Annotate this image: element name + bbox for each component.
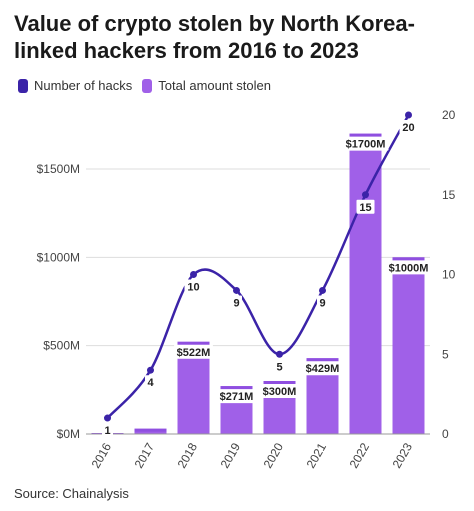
- bar-label-bg: [260, 384, 299, 398]
- chart-title: Value of crypto stolen by North Korea-li…: [14, 11, 415, 63]
- x-tick-label: 2017: [132, 440, 158, 470]
- x-tick-label: 2018: [175, 440, 201, 470]
- bar-data-label: $271M: [220, 391, 254, 403]
- y-right-tick-label: 20: [442, 108, 456, 122]
- y-left-tick-label: $1000M: [37, 250, 80, 264]
- x-tick-label: 2022: [347, 440, 373, 470]
- point-data-label: 20: [402, 122, 414, 134]
- point-data-label: 9: [319, 297, 325, 309]
- bar-data-label: $300M: [263, 386, 297, 398]
- x-tick-label: 2019: [218, 440, 244, 470]
- point-label-bg: [102, 423, 113, 438]
- bar-data-label: $429M: [306, 363, 340, 375]
- point-data-label: 4: [147, 377, 154, 389]
- legend-label-amount: Total amount stolen: [158, 78, 271, 93]
- point-data-label: 1: [104, 425, 110, 437]
- hacks-point: [147, 366, 154, 374]
- hacks-point: [319, 286, 326, 294]
- legend-swatch-bar: [142, 78, 153, 93]
- hacks-point: [233, 286, 240, 294]
- source-note: Source: Chainalysis: [14, 486, 129, 501]
- y-left-tick-label: $0M: [57, 427, 80, 441]
- point-label-bg: [317, 295, 328, 310]
- bar-label-bg: [217, 389, 256, 404]
- point-label-bg: [399, 120, 418, 134]
- y-right-tick-label: 5: [442, 347, 449, 361]
- bar-label-bg: [385, 260, 432, 275]
- x-tick-label: 2016: [89, 440, 115, 470]
- y-left-tick-label: $500M: [43, 339, 80, 353]
- bar-cap: [392, 257, 425, 261]
- bar-cap: [177, 341, 210, 345]
- y-right-tick-label: 15: [442, 188, 456, 202]
- y-right-tick-label: 10: [442, 268, 456, 282]
- point-data-label: 15: [359, 202, 371, 214]
- bar-label-bg: [303, 361, 342, 376]
- legend-item-amount: Total amount stolen: [142, 78, 271, 93]
- legend-swatch-line: [18, 78, 28, 93]
- bar-cap: [306, 358, 339, 362]
- point-label-bg: [231, 295, 242, 310]
- hacks-point: [104, 414, 111, 422]
- x-tick-label: 2021: [304, 440, 330, 470]
- bar-cap: [263, 381, 296, 384]
- bar-cap: [349, 133, 382, 137]
- point-data-label: 10: [187, 282, 199, 294]
- point-data-label: 5: [276, 361, 282, 373]
- bar-label-bg: [342, 136, 389, 151]
- bar: [392, 257, 425, 434]
- bar-data-label: $522M: [177, 347, 211, 359]
- bar-data-label: $1000M: [389, 262, 429, 274]
- bar-data-label: $1700M: [346, 139, 386, 151]
- legend-item-hacks: Number of hacks: [18, 78, 132, 93]
- bar-label-bg: [174, 344, 213, 359]
- point-label-bg: [356, 199, 375, 214]
- y-right-tick-label: 0: [442, 427, 449, 441]
- x-tick-label: 2020: [261, 440, 287, 470]
- bar-cap: [220, 386, 253, 390]
- point-label-bg: [274, 359, 285, 374]
- y-left-tick-label: $1500M: [37, 162, 80, 176]
- point-data-label: 9: [233, 297, 239, 309]
- hacks-point: [190, 271, 197, 278]
- hacks-point: [276, 350, 283, 358]
- bar-cap: [134, 428, 167, 432]
- hacks-point: [405, 111, 412, 119]
- hacks-point: [362, 191, 369, 199]
- legend-label-hacks: Number of hacks: [34, 78, 133, 93]
- point-label-bg: [184, 279, 203, 294]
- legend: Number of hacks Total amount stolen: [18, 78, 271, 93]
- point-label-bg: [145, 375, 156, 390]
- x-tick-label: 2023: [390, 440, 416, 470]
- bar: [349, 133, 382, 434]
